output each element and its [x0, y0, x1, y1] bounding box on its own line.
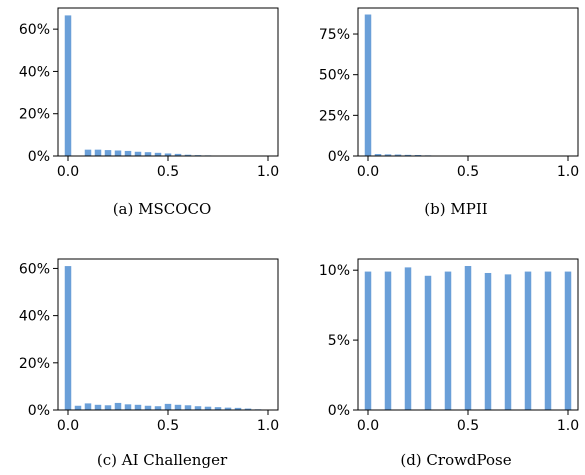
y-tick-label: 60%: [19, 261, 50, 277]
bar: [94, 404, 102, 410]
x-tick-label: 0.0: [357, 164, 379, 180]
chart-mscoco: 0% 20% 40% 60% 0.0 0.5 1.0: [19, 7, 279, 180]
x-tick-label: 1.0: [557, 164, 579, 180]
bar: [64, 15, 72, 157]
y-tick-label: 5%: [328, 333, 350, 349]
x-tick-label: 0.5: [457, 418, 479, 434]
bar: [84, 403, 92, 410]
bar: [144, 405, 152, 410]
y-tick-label: 25%: [319, 108, 350, 124]
bar: [94, 149, 102, 156]
bar: [144, 152, 152, 156]
caption-ai-challenger: (c) AI Challenger: [96, 451, 228, 469]
caption-crowdpose: (d) CrowdPose: [400, 451, 512, 469]
bar: [104, 405, 112, 410]
chart-mpii: 0% 25% 50% 75% 0.0 0.5 1.0: [319, 7, 579, 180]
bar: [64, 266, 72, 410]
y-tick-label: 0%: [328, 149, 350, 165]
bar: [194, 406, 202, 410]
bar: [234, 407, 242, 410]
bar: [424, 275, 432, 410]
bar: [114, 402, 122, 410]
bar: [464, 265, 472, 410]
bar: [174, 404, 182, 410]
bar: [224, 407, 232, 410]
y-tick-label: 60%: [19, 22, 50, 38]
x-tick-label: 0.0: [357, 418, 379, 434]
axes-frame: [57, 258, 279, 411]
bar: [114, 150, 122, 156]
bar: [244, 408, 252, 410]
x-tick-label: 1.0: [257, 164, 279, 180]
y-tick-label: 20%: [19, 356, 50, 372]
bar: [134, 404, 142, 410]
bar: [564, 271, 572, 410]
axes-frame: [357, 7, 579, 157]
y-tick-label: 75%: [319, 27, 350, 43]
bar: [164, 403, 172, 410]
bar: [74, 405, 82, 410]
bar: [484, 272, 492, 410]
bar: [214, 407, 222, 410]
bar: [174, 153, 182, 156]
bar: [544, 271, 552, 410]
bar: [104, 150, 112, 156]
bar: [124, 404, 132, 410]
bar: [374, 154, 382, 156]
x-tick-label: 0.5: [457, 164, 479, 180]
x-tick-label: 1.0: [557, 418, 579, 434]
bar: [154, 406, 162, 410]
y-tick-label: 20%: [19, 107, 50, 123]
x-tick-label: 0.0: [57, 418, 79, 434]
bar: [204, 406, 212, 410]
bar: [384, 154, 392, 156]
bar: [134, 151, 142, 156]
bar: [364, 271, 372, 410]
bar: [404, 267, 412, 410]
axes-frame: [57, 7, 279, 157]
bar: [84, 149, 92, 156]
bar: [394, 154, 402, 156]
bar: [404, 154, 412, 156]
y-tick-label: 40%: [19, 309, 50, 325]
bar: [504, 274, 512, 410]
bar: [184, 405, 192, 410]
bar: [124, 150, 132, 156]
caption-mpii: (b) MPII: [424, 200, 488, 218]
y-tick-label: 0%: [28, 149, 50, 165]
bar: [184, 154, 192, 156]
chart-crowdpose: 0% 5% 10% 0.0 0.5 1.0: [319, 258, 579, 434]
bar: [384, 271, 392, 410]
x-tick-label: 1.0: [257, 418, 279, 434]
y-tick-label: 0%: [28, 403, 50, 419]
y-tick-label: 50%: [319, 68, 350, 84]
bar: [154, 152, 162, 156]
y-tick-label: 10%: [319, 263, 350, 279]
y-tick-label: 0%: [328, 403, 350, 419]
caption-mscoco: (a) MSCOCO: [112, 200, 212, 218]
x-tick-label: 0.0: [57, 164, 79, 180]
bar: [444, 271, 452, 410]
y-tick-label: 40%: [19, 64, 50, 80]
x-tick-label: 0.5: [157, 418, 179, 434]
bar: [364, 14, 372, 157]
chart-ai-challenger: 0% 20% 40% 60% 0.0 0.5 1.0: [19, 258, 279, 434]
bar: [164, 153, 172, 156]
bar: [524, 271, 532, 410]
x-tick-label: 0.5: [157, 164, 179, 180]
